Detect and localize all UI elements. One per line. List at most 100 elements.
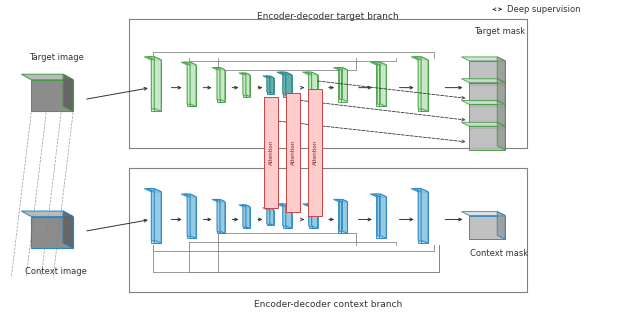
Polygon shape <box>181 62 193 65</box>
Polygon shape <box>308 207 314 228</box>
Polygon shape <box>151 60 158 111</box>
Polygon shape <box>461 79 505 83</box>
Polygon shape <box>217 202 222 233</box>
Polygon shape <box>154 192 161 243</box>
Polygon shape <box>341 70 348 101</box>
Polygon shape <box>263 208 271 210</box>
Polygon shape <box>242 205 250 207</box>
Polygon shape <box>308 75 314 97</box>
Polygon shape <box>337 68 348 70</box>
Polygon shape <box>283 72 289 97</box>
Polygon shape <box>243 205 247 228</box>
Polygon shape <box>266 208 274 210</box>
Polygon shape <box>339 70 344 101</box>
Polygon shape <box>283 207 289 228</box>
Polygon shape <box>469 215 505 239</box>
Polygon shape <box>497 212 505 239</box>
Polygon shape <box>469 126 505 150</box>
Polygon shape <box>414 188 428 192</box>
Polygon shape <box>308 72 314 97</box>
Polygon shape <box>285 207 292 228</box>
Text: Deep supervision: Deep supervision <box>507 5 580 14</box>
Polygon shape <box>263 76 271 78</box>
Polygon shape <box>497 79 505 107</box>
Polygon shape <box>220 68 225 101</box>
Polygon shape <box>267 208 271 225</box>
Polygon shape <box>312 72 317 97</box>
Polygon shape <box>469 105 505 128</box>
Polygon shape <box>63 211 73 248</box>
Polygon shape <box>246 73 250 97</box>
FancyBboxPatch shape <box>264 97 278 208</box>
Text: Encoder-decoder target branch: Encoder-decoder target branch <box>257 12 399 21</box>
Polygon shape <box>418 60 425 111</box>
Polygon shape <box>421 192 428 243</box>
Polygon shape <box>411 188 425 192</box>
Polygon shape <box>246 207 250 228</box>
Polygon shape <box>144 188 158 192</box>
Polygon shape <box>312 204 317 228</box>
FancyBboxPatch shape <box>286 93 300 212</box>
Polygon shape <box>418 192 425 243</box>
Polygon shape <box>283 75 289 97</box>
Polygon shape <box>31 80 73 111</box>
Polygon shape <box>377 62 383 107</box>
Polygon shape <box>337 199 348 202</box>
Polygon shape <box>371 194 383 197</box>
Polygon shape <box>243 75 247 97</box>
Polygon shape <box>342 199 348 233</box>
Polygon shape <box>239 73 247 75</box>
Polygon shape <box>376 65 383 107</box>
Polygon shape <box>220 202 225 233</box>
Polygon shape <box>217 68 222 101</box>
Polygon shape <box>461 122 505 126</box>
Bar <box>129 168 527 292</box>
Polygon shape <box>421 57 428 111</box>
Polygon shape <box>267 76 271 93</box>
Polygon shape <box>147 57 161 60</box>
Polygon shape <box>285 204 292 228</box>
Polygon shape <box>280 204 292 207</box>
Polygon shape <box>339 202 344 233</box>
Polygon shape <box>341 202 348 233</box>
Polygon shape <box>469 83 505 107</box>
Polygon shape <box>243 73 247 97</box>
Text: Context mask: Context mask <box>470 249 528 258</box>
Polygon shape <box>31 217 73 248</box>
Polygon shape <box>154 60 161 111</box>
Polygon shape <box>269 76 274 93</box>
Polygon shape <box>184 62 196 65</box>
Polygon shape <box>283 204 289 228</box>
Polygon shape <box>187 62 193 107</box>
Polygon shape <box>63 74 73 111</box>
Polygon shape <box>151 192 158 243</box>
Polygon shape <box>21 211 73 217</box>
FancyBboxPatch shape <box>308 89 322 216</box>
Polygon shape <box>190 197 196 238</box>
Polygon shape <box>418 188 425 243</box>
Polygon shape <box>285 75 292 97</box>
Polygon shape <box>215 199 225 202</box>
Polygon shape <box>380 65 386 107</box>
Polygon shape <box>276 72 289 75</box>
Polygon shape <box>246 75 250 97</box>
Polygon shape <box>377 194 383 238</box>
Polygon shape <box>239 205 247 207</box>
Polygon shape <box>305 72 317 75</box>
Polygon shape <box>421 188 428 243</box>
Polygon shape <box>461 212 505 215</box>
Polygon shape <box>305 204 317 207</box>
Polygon shape <box>215 68 225 70</box>
Text: Target image: Target image <box>29 53 84 62</box>
Polygon shape <box>497 100 505 128</box>
Polygon shape <box>418 57 425 111</box>
Polygon shape <box>308 204 314 228</box>
Polygon shape <box>212 68 222 70</box>
Polygon shape <box>276 204 289 207</box>
Polygon shape <box>154 57 161 111</box>
Polygon shape <box>190 65 196 107</box>
Text: Encoder-decoder context branch: Encoder-decoder context branch <box>254 300 402 309</box>
Polygon shape <box>342 68 348 101</box>
Polygon shape <box>187 197 193 238</box>
Polygon shape <box>267 210 271 225</box>
